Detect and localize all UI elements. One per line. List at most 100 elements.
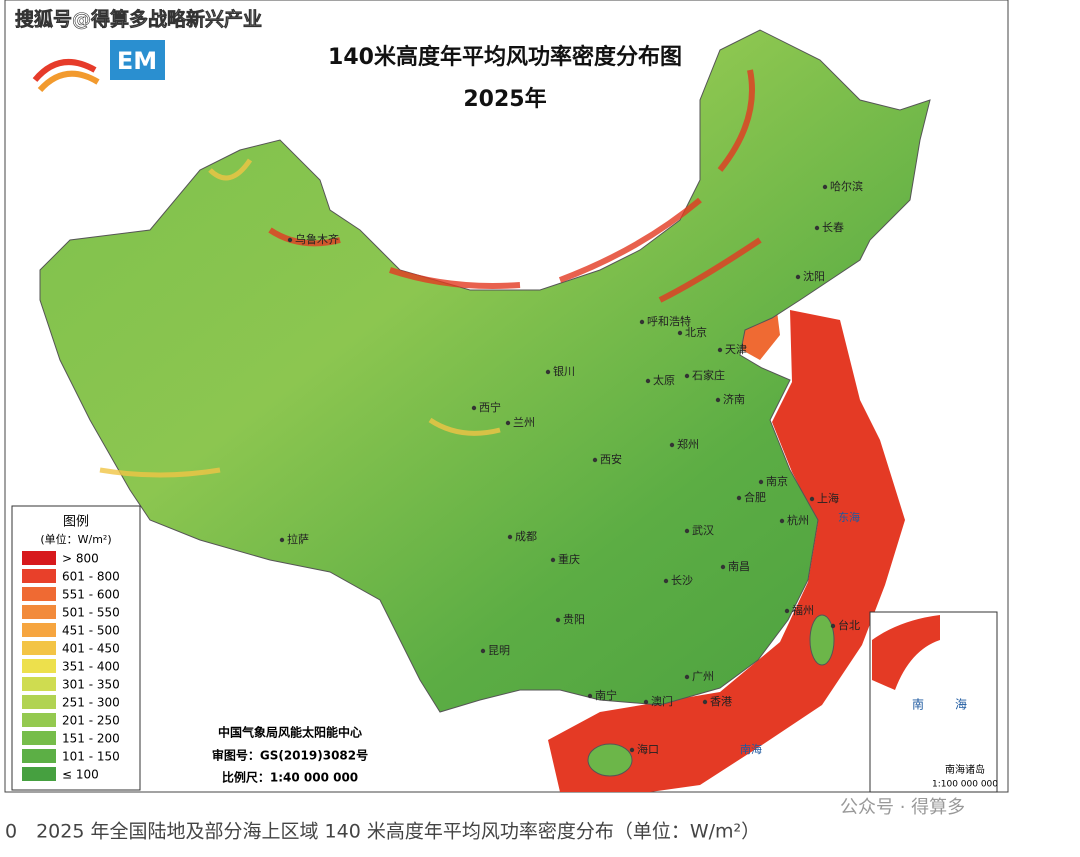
city-dot: [663, 578, 669, 584]
legend-unit: (单位：W/m²): [40, 532, 111, 546]
city-dot: [505, 420, 511, 426]
city-label: 武汉: [692, 524, 714, 537]
city-label: 贵阳: [563, 613, 585, 626]
city-dot: [684, 373, 690, 379]
city-dot: [645, 378, 651, 384]
legend-label: 251 - 300: [62, 696, 120, 710]
legend-label: 351 - 400: [62, 660, 120, 674]
city-dot: [736, 495, 742, 501]
taiwan: [809, 614, 835, 666]
city-dot: [702, 699, 708, 705]
logo: EM: [32, 40, 165, 93]
subtitle: 2025年: [463, 86, 546, 112]
city-label: 济南: [723, 392, 745, 406]
city-dot: [550, 557, 556, 563]
city-dot: [480, 648, 486, 654]
legend-swatch: [22, 731, 56, 745]
city-label: 成都: [515, 530, 537, 543]
city-dot: [471, 405, 477, 411]
city-label: 石家庄: [692, 368, 725, 382]
city-dot: [814, 225, 820, 231]
legend-swatch: [22, 767, 56, 781]
legend-label: 601 - 800: [62, 570, 120, 584]
credit: 比例尺：1:40 000 000: [222, 770, 358, 785]
city-label: 长春: [822, 221, 844, 234]
city-dot: [629, 747, 635, 753]
inset-sea: 海: [955, 697, 967, 712]
legend-swatch: [22, 677, 56, 691]
inset-scale: 1:100 000 000: [932, 780, 998, 790]
city-label: 哈尔滨: [830, 179, 863, 193]
legend-label: 301 - 350: [62, 678, 120, 692]
city-label: 乌鲁木齐: [295, 232, 339, 246]
city-dot: [545, 369, 551, 375]
city-dot: [669, 442, 675, 448]
watermark: 搜狐号@得算多战略新兴产业: [15, 8, 262, 31]
legend-label: 501 - 550: [62, 606, 120, 620]
city-dot: [717, 347, 723, 353]
city-dot: [643, 699, 649, 705]
legend-label: 401 - 450: [62, 642, 120, 656]
city-label: 澳门: [651, 694, 673, 708]
caption: 0 2025 年全国陆地及部分海上区域 140 米高度年平均风功率密度分布（单位…: [5, 821, 760, 843]
offshore-band: [548, 310, 905, 792]
legend-swatch: [22, 551, 56, 565]
legend-label: 151 - 200: [62, 732, 120, 746]
city-dot: [684, 674, 690, 680]
city-dot: [822, 184, 828, 190]
legend-label: ≤ 100: [62, 768, 99, 782]
city-dot: [677, 330, 683, 336]
legend-items: > 800 601 - 800 551 - 600 501 - 550 451 - 50…: [22, 551, 120, 782]
city-label: 上海: [817, 491, 839, 505]
city-label: 香港: [710, 695, 732, 708]
city-dot: [587, 693, 593, 699]
city-dot: [715, 397, 721, 403]
city-dot: [555, 617, 561, 623]
city-dot: [784, 608, 790, 614]
city-dot: [507, 534, 513, 540]
moderate-wind-zones: [99, 158, 501, 478]
legend-label: 101 - 150: [62, 750, 120, 764]
svg-text:EM: EM: [117, 47, 157, 75]
city-label: 沈阳: [803, 269, 825, 283]
city-label: 台北: [838, 618, 860, 632]
city-dot: [639, 319, 645, 325]
city-label: 呼和浩特: [647, 314, 691, 328]
sea-label: 南海: [740, 742, 762, 756]
title: 140米高度年平均风功率密度分布图: [328, 44, 682, 70]
city-label: 海口: [637, 742, 659, 756]
city-dot: [830, 623, 836, 629]
city-label: 昆明: [488, 644, 510, 657]
city-label: 天津: [725, 343, 747, 356]
city-label: 银川: [553, 364, 575, 378]
legend-swatch: [22, 659, 56, 673]
city-label: 拉萨: [287, 532, 309, 546]
legend-swatch: [22, 713, 56, 727]
high-wind-ridges: [268, 69, 762, 303]
legend-swatch: [22, 695, 56, 709]
city-label: 北京: [685, 325, 707, 339]
legend-label: > 800: [62, 552, 99, 566]
city-label: 郑州: [677, 437, 699, 451]
city-label: 长沙: [671, 574, 693, 587]
legend-swatch: [22, 569, 56, 583]
city-label: 广州: [692, 670, 714, 683]
legend-label: 551 - 600: [62, 588, 120, 602]
inset-sea: 南: [912, 697, 924, 712]
city-dot: [758, 479, 764, 485]
legend-title: 图例: [63, 515, 89, 530]
city-label: 太原: [653, 374, 675, 387]
legend-swatch: [22, 641, 56, 655]
city-label: 杭州: [787, 513, 809, 527]
city-label: 南宁: [595, 688, 617, 702]
city-label: 西宁: [479, 400, 501, 414]
city-dot: [279, 537, 285, 543]
city-dot: [592, 457, 598, 463]
city-label: 重庆: [558, 552, 580, 566]
sea-label: 东海: [838, 510, 860, 524]
legend-swatch: [22, 749, 56, 763]
watermark-bottom: 公众号 · 得算多: [840, 797, 965, 818]
city-dot: [779, 518, 785, 524]
